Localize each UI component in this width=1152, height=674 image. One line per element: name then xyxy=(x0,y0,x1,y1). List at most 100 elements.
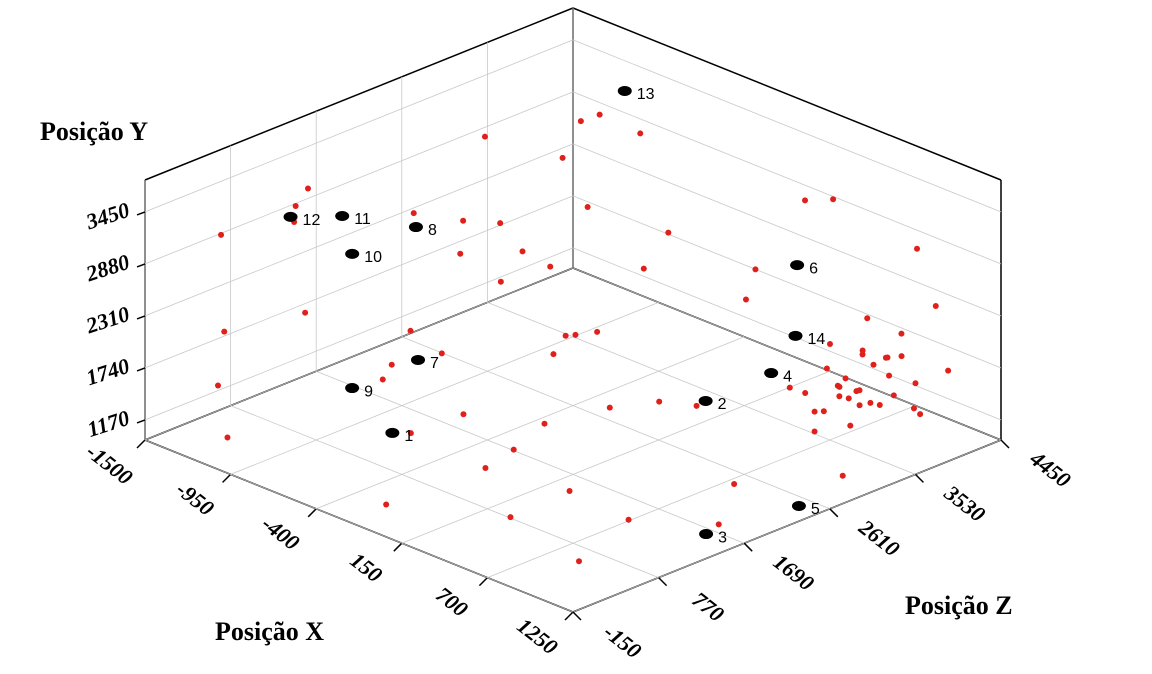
point-label: 13 xyxy=(637,86,655,103)
data-point xyxy=(559,154,566,161)
data-point xyxy=(224,434,231,441)
data-point xyxy=(932,303,939,310)
data-point xyxy=(584,203,591,210)
data-point xyxy=(876,402,883,409)
data-point xyxy=(715,521,722,528)
data-point xyxy=(910,405,917,412)
grid-line xyxy=(572,39,1002,213)
data-point xyxy=(481,133,488,140)
grid-line xyxy=(572,91,1002,265)
data-point xyxy=(811,408,818,415)
tick-mark xyxy=(136,211,146,216)
data-point xyxy=(292,202,299,209)
data-point xyxy=(482,465,489,472)
data-point xyxy=(886,372,893,379)
z-axis-label: Posição Z xyxy=(905,591,1013,620)
grid-line xyxy=(230,405,659,578)
data-point xyxy=(890,392,897,399)
grid-line xyxy=(572,143,1002,317)
point-label: 3 xyxy=(718,529,727,546)
data-point xyxy=(379,376,386,383)
labeled-point xyxy=(411,354,426,365)
tick-mark xyxy=(393,542,403,552)
point-label: 14 xyxy=(808,331,826,348)
point-label: 10 xyxy=(364,249,382,266)
data-point xyxy=(914,245,921,252)
grid-line xyxy=(316,370,745,544)
point-label: 6 xyxy=(809,260,818,277)
x-tick-label: 1250 xyxy=(513,613,563,660)
data-point xyxy=(856,402,863,409)
tick-mark xyxy=(829,508,839,518)
data-point xyxy=(898,330,905,337)
data-point xyxy=(221,328,228,335)
data-point xyxy=(882,354,889,361)
grid-line xyxy=(572,247,1002,421)
point-label: 9 xyxy=(364,383,373,400)
data-point xyxy=(859,351,866,358)
data-point xyxy=(438,350,445,357)
data-point xyxy=(407,327,414,334)
grid-line xyxy=(144,143,574,317)
labeled-point xyxy=(335,211,350,222)
grid-line xyxy=(316,336,745,510)
labeled-point xyxy=(408,222,423,233)
tick-mark xyxy=(136,419,146,424)
data-point xyxy=(388,361,395,368)
grid-line xyxy=(144,39,574,213)
labeled-point xyxy=(385,427,400,438)
grid-line xyxy=(572,195,1002,369)
data-point xyxy=(594,328,601,335)
tick-mark xyxy=(478,577,488,587)
grid-line xyxy=(487,302,916,475)
data-point xyxy=(550,351,557,358)
axis-line xyxy=(144,7,574,181)
y-tick-label: 2310 xyxy=(82,301,133,339)
data-point xyxy=(460,411,467,418)
tick-mark xyxy=(1000,439,1010,449)
data-point xyxy=(811,428,818,435)
data-point xyxy=(572,331,579,338)
data-point xyxy=(845,395,852,402)
z-tick-label: 1690 xyxy=(769,549,819,596)
labeled-point xyxy=(791,500,806,511)
data-point xyxy=(541,420,548,427)
labeled-point xyxy=(283,211,298,222)
data-point xyxy=(665,229,672,236)
point-label: 12 xyxy=(303,212,321,229)
data-point xyxy=(302,309,309,316)
data-point xyxy=(802,197,809,204)
data-point xyxy=(826,340,833,347)
labeled-point xyxy=(345,248,360,259)
data-point xyxy=(836,393,843,400)
y-tick-label: 1170 xyxy=(84,405,132,442)
data-point xyxy=(870,361,877,368)
axis-line xyxy=(572,7,1002,181)
data-point xyxy=(898,353,905,360)
tick-mark xyxy=(136,439,146,449)
data-point xyxy=(547,263,554,270)
grid-line xyxy=(401,336,830,510)
grid-line xyxy=(144,439,574,613)
x-tick-label: 150 xyxy=(346,547,387,587)
data-point xyxy=(519,248,526,255)
z-tick-label: 2610 xyxy=(854,514,905,561)
labeled-point xyxy=(699,529,714,540)
data-point xyxy=(457,250,464,257)
point-label: 8 xyxy=(428,222,437,239)
tick-mark xyxy=(914,473,924,483)
data-point xyxy=(752,266,759,273)
data-point xyxy=(497,278,504,285)
point-label: 11 xyxy=(354,211,371,228)
data-point xyxy=(510,446,517,453)
data-point xyxy=(410,210,417,217)
z-tick-label: 4450 xyxy=(1025,445,1076,492)
data-point xyxy=(917,411,924,418)
data-point xyxy=(912,380,919,387)
data-point xyxy=(497,220,504,227)
z-tick-label: 3530 xyxy=(939,479,990,526)
tick-mark xyxy=(136,367,146,372)
tick-mark xyxy=(222,473,232,483)
